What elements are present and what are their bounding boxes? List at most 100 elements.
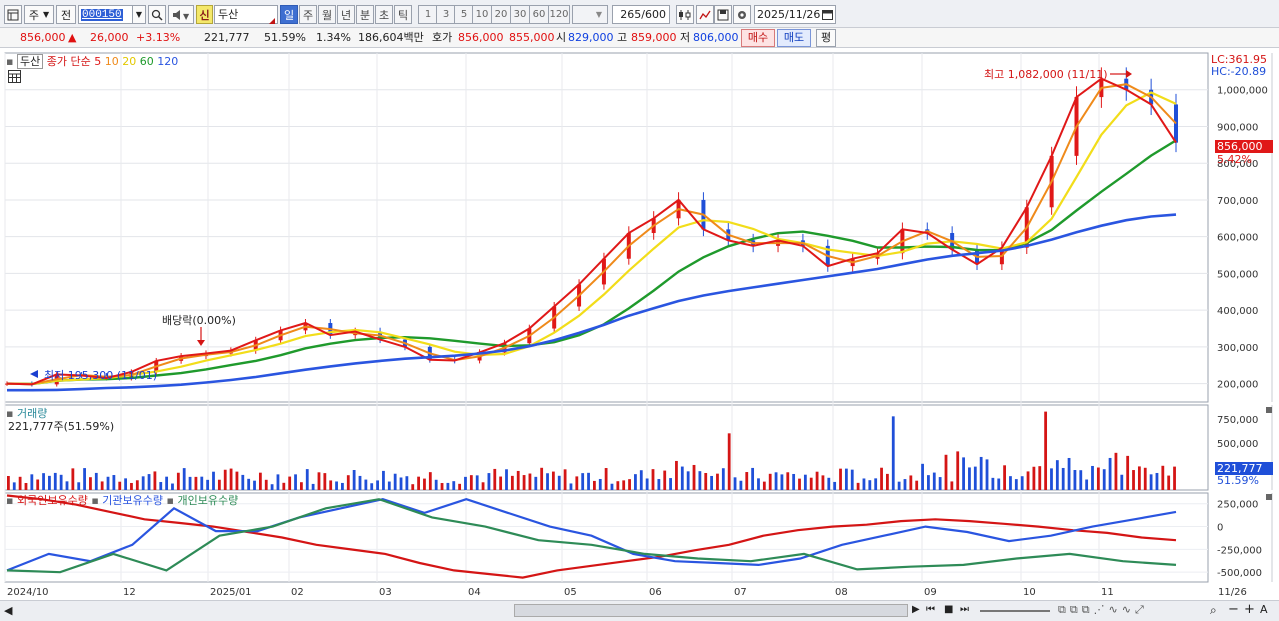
period-second[interactable]: 초	[375, 5, 393, 24]
candle-icon[interactable]	[676, 5, 694, 24]
code-dropdown-icon[interactable]: ▼	[132, 5, 146, 24]
price-tick-label: 500,000	[1217, 269, 1258, 280]
time-tick-label: 04	[468, 587, 481, 598]
volume-bar	[809, 477, 813, 490]
drawing-tools-icon[interactable]: ⧉⧉⧉⋰∿∿⤢	[1058, 603, 1148, 616]
interval-60[interactable]: 60	[529, 5, 549, 24]
window-icon[interactable]	[4, 5, 22, 24]
current-pct-tag: 5.42%	[1217, 153, 1252, 166]
current-price-tag: 856,000	[1215, 140, 1273, 153]
holdings-line-2	[6, 498, 1177, 574]
zoom-in-icon[interactable]: +	[1244, 602, 1255, 617]
volume-bar	[106, 476, 110, 490]
auto-scale-icon[interactable]: A	[1260, 603, 1268, 616]
interval-120[interactable]: 120	[548, 5, 570, 24]
volume-value-label: 221,777주(51.59%)	[8, 420, 115, 433]
volume-bar	[932, 472, 936, 490]
volume-bar	[376, 480, 379, 490]
stock-code-input[interactable]: 000150	[78, 5, 146, 24]
save-icon[interactable]	[714, 5, 732, 24]
interval-30[interactable]: 30	[510, 5, 530, 24]
chart-tool-icon[interactable]	[696, 5, 714, 24]
volume-bar	[739, 480, 743, 490]
volume-bar	[434, 479, 438, 490]
calendar-icon[interactable]	[822, 9, 833, 23]
time-tick-label: 07	[734, 587, 747, 598]
volume-bar	[206, 479, 210, 490]
period-week[interactable]: 주	[299, 5, 317, 24]
volume-bar	[346, 475, 350, 490]
date-field[interactable]: 2025/11/26	[754, 5, 836, 24]
volume-bar	[727, 433, 731, 490]
prev-button[interactable]: 전	[56, 5, 76, 24]
average-button[interactable]: 평	[816, 29, 836, 47]
interval-10[interactable]: 10	[472, 5, 492, 24]
max-arrow-head	[1126, 70, 1132, 78]
volume-bar	[540, 467, 544, 490]
period-month[interactable]: 월	[318, 5, 336, 24]
scroll-right-icon[interactable]: ▶	[912, 604, 920, 615]
sell-button[interactable]: 매도	[777, 29, 811, 47]
volume-bar	[493, 468, 497, 490]
stock-name-field[interactable]: 두산	[214, 5, 278, 24]
volume-bar	[1114, 452, 1118, 490]
period-day[interactable]: 일	[280, 5, 298, 24]
time-tick-label: 05	[564, 587, 577, 598]
volume-bar	[118, 481, 122, 490]
trade-amount: 186,604백만	[358, 31, 424, 44]
search-icon[interactable]	[148, 5, 166, 24]
volume-bar	[1020, 476, 1024, 490]
volume-bar	[59, 474, 63, 490]
scrollbar-thumb[interactable]	[514, 604, 908, 617]
period-year[interactable]: 년	[337, 5, 355, 24]
volume-bar	[223, 469, 227, 490]
volume-bar	[651, 469, 655, 490]
volume-bar	[153, 471, 157, 490]
interval-3[interactable]: 3	[436, 5, 456, 24]
speaker-icon[interactable]: ▼	[168, 5, 194, 24]
ask-price: 856,000	[458, 31, 504, 44]
zoom-out-icon[interactable]: −	[1228, 602, 1239, 617]
volume-bar	[1073, 470, 1077, 490]
search-icon[interactable]: ⌕	[1210, 603, 1217, 617]
interval-5[interactable]: 5	[454, 5, 474, 24]
volume-bar	[639, 470, 643, 490]
gear-icon[interactable]	[733, 5, 751, 24]
volume-bar	[12, 482, 16, 490]
fast-forward-icon[interactable]: ⏭	[960, 604, 969, 615]
stop-icon[interactable]: ■	[944, 604, 954, 615]
volume-bar	[335, 481, 338, 490]
table-icon[interactable]	[8, 70, 21, 86]
interval-1[interactable]: 1	[418, 5, 438, 24]
interval-20[interactable]: 20	[491, 5, 511, 24]
volume-bar	[253, 480, 256, 490]
holdings-legend: ▪ 외국인보유수량 ▪ 기관보유수량 ▪ 개인보유수량	[6, 492, 238, 508]
market-select[interactable]: 주 ▼	[24, 5, 54, 24]
scroll-left-icon[interactable]: ◀	[4, 604, 13, 617]
ma-label-5: 5	[94, 55, 102, 68]
volume-bar	[1050, 468, 1053, 490]
volume-bar	[557, 475, 561, 490]
volume-bar	[780, 474, 784, 490]
stock-tag[interactable]: 두산	[16, 54, 44, 69]
volume-bar	[264, 479, 268, 490]
volume-bar	[505, 469, 508, 490]
volume-bar	[288, 476, 292, 490]
volume-bar	[469, 475, 473, 490]
volume-bar	[868, 480, 872, 490]
rewind-icon[interactable]: ⏮	[926, 604, 935, 615]
custom-interval-select[interactable]: ▼	[572, 5, 608, 24]
volume-bar	[1014, 479, 1018, 490]
volume-bar	[528, 473, 532, 490]
volume-bar	[768, 473, 772, 490]
volume-bar	[194, 476, 198, 490]
institution-holdings-label: 기관보유수량	[102, 494, 164, 507]
period-tick[interactable]: 틱	[394, 5, 412, 24]
zoom-slider[interactable]	[980, 610, 1050, 612]
bar-count-field[interactable]: 265/600	[612, 5, 670, 24]
turnover-rate: 1.34%	[316, 31, 351, 44]
buy-button[interactable]: 매수	[741, 29, 775, 47]
volume-bar	[358, 475, 362, 490]
ma-label-10: 10	[104, 55, 119, 68]
period-minute[interactable]: 분	[356, 5, 374, 24]
